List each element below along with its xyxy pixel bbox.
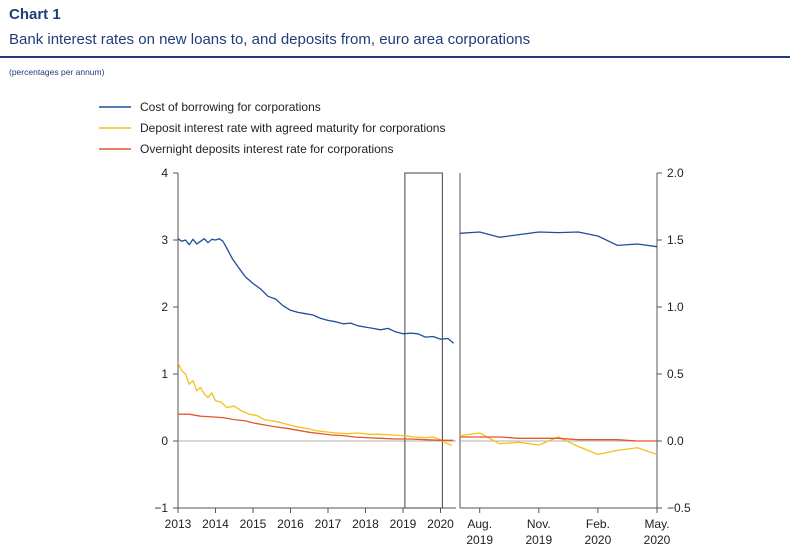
legend-label-deposit-interest-rate-with-agreed-maturity-for-corporations: Deposit interest rate with agreed maturi… [140,121,445,135]
right-x-tick-month: May. [644,517,669,531]
left-x-tick-label: 2015 [240,517,267,531]
right-y-tick-label: 0.5 [667,367,684,381]
left-y-tick-label: 2 [161,300,168,314]
right-y-tick-label: −0.5 [667,501,691,515]
legend: Cost of borrowing for corporations Deposi… [99,100,445,156]
left-y-tick-label: 0 [161,434,168,448]
right-x-tick-year: 2019 [466,533,493,547]
right-y-tick-label: 2.0 [667,166,684,180]
left-y-tick-label: 3 [161,233,168,247]
chart-number: Chart 1 [9,6,61,23]
left-x-tick-label: 2020 [427,517,454,531]
header-divider [0,56,790,58]
left-y-tick-label: 1 [161,367,168,381]
left-series-line-deposit-interest-rate-with-agreed-maturity-for-corporations [177,362,452,447]
chart-title: Bank interest rates on new loans to, and… [9,31,531,48]
left-y-tick-label: −1 [154,501,168,515]
right-x-tick-year: 2020 [644,533,671,547]
left-x-tick-label: 2014 [202,517,229,531]
right-x-tick-year: 2019 [525,533,552,547]
left-x-tick-label: 2013 [165,517,192,531]
right-series-line-cost-of-borrowing-for-corporations [459,231,658,248]
left-series-line-cost-of-borrowing-for-corporations [177,238,455,344]
right-y-tick-label: 1.5 [667,233,684,247]
right-y-tick-label: 1.0 [667,300,684,314]
right-y-tick-label: 0.0 [667,434,684,448]
left-x-tick-label: 2017 [315,517,342,531]
right-x-tick-year: 2020 [585,533,612,547]
left-panel: −1 0 1 2 3 4 2013 2014 2015 2016 2017 2018 2019 2020 [154,166,456,531]
right-series-line-deposit-interest-rate-with-agreed-maturity-for-corporations [459,432,658,456]
right-x-tick-month: Nov. [527,517,551,531]
legend-label-overnight-deposits-interest-rate-for-corporations: Overnight deposits interest rate for cor… [140,142,393,156]
right-x-tick-month: Aug. [467,517,492,531]
right-x-tick-month: Feb. [586,517,610,531]
right-panel: −0.5 0.0 0.5 1.0 1.5 2.0 Aug. 2019 Nov. 2019 Feb. 2… [459,166,691,547]
highlight-box-recent-period [404,172,443,509]
left-y-tick-label: 4 [161,166,168,180]
left-x-tick-label: 2018 [352,517,379,531]
left-series-line-overnight-deposits-interest-rate-for-corporations [178,413,454,441]
left-x-tick-label: 2016 [277,517,304,531]
legend-label-cost-of-borrowing-for-corporations: Cost of borrowing for corporations [140,100,321,114]
left-x-tick-label: 2019 [390,517,417,531]
chart-units-subtitle: (percentages per annum) [9,67,105,77]
right-series-line-overnight-deposits-interest-rate-for-corporations [460,436,657,442]
